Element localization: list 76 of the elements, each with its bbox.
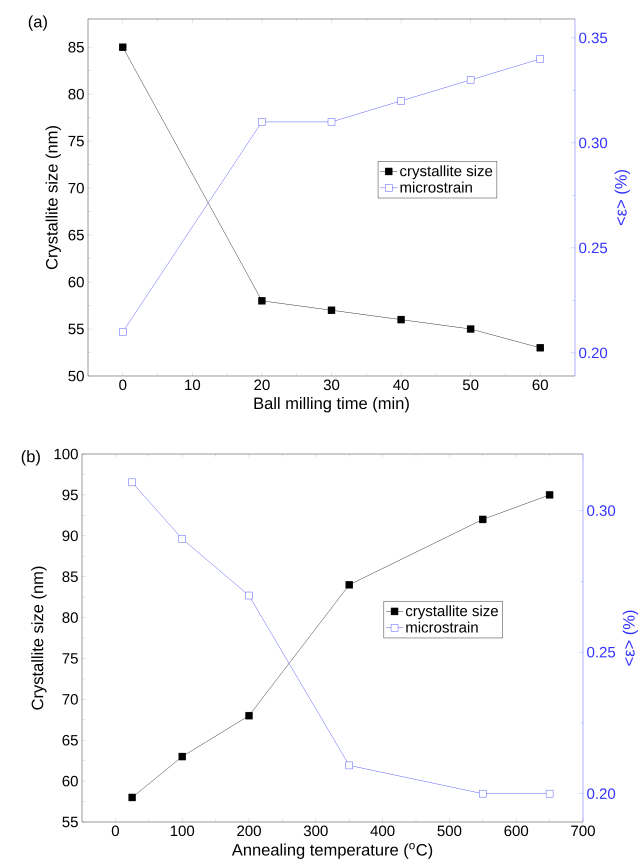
point [178,752,186,760]
text: (b) [22,450,40,466]
point [258,118,266,126]
point [536,344,544,352]
legend-label: microstrain [406,622,478,633]
point [128,478,136,486]
point [178,535,186,543]
y-tick-label: 95 [62,490,78,500]
y-tick-label: 80 [62,612,78,623]
y-tick-label: 90 [62,530,78,542]
x-tick-label: 20 [254,380,270,390]
x-tick-label: 600 [504,826,528,836]
point [397,97,405,105]
point [466,325,474,333]
y2-tick-label: 0.35 [579,32,608,44]
y-tick-label: 55 [68,324,84,334]
legend-label: microstrain [400,182,472,193]
x-tick-label: 40 [393,380,409,390]
y-tick-label: 75 [62,653,78,664]
x-axis-title: Ball milling time (min) [254,397,409,412]
point [328,118,336,126]
y-tick-label: 70 [68,182,84,194]
x-tick-label: 300 [304,826,328,836]
point [397,316,405,324]
y-axis-title: Crystallite size (nm) [46,126,61,270]
point [346,762,353,770]
y-tick-label: 85 [68,42,84,52]
point [546,790,554,798]
point [128,794,136,802]
y-tick-label: 70 [62,694,78,705]
y-tick-label: 100 [54,448,78,460]
x-axis-title: Annealing temperature ($^{o}$C) [232,843,432,859]
point [479,516,487,524]
y2-tick-label: 0.25 [579,242,608,254]
point [245,592,253,600]
y2-tick-label: 0.25 [587,646,616,658]
point [328,306,336,314]
legend-label: crystallite size [400,165,492,180]
y2-axis-title: <ε> (%) [614,170,630,226]
point [119,328,126,336]
text: (a) [28,15,47,31]
y-axis-title: Crystallite size (nm) [31,566,47,710]
y-tick-label: 65 [62,734,78,746]
x-tick-label: 60 [532,380,548,390]
y-tick-label: 50 [68,370,84,382]
y2-tick-label: 0.20 [587,788,616,799]
point [346,581,353,589]
x-tick-label: 200 [237,826,261,836]
x-tick-label: 100 [170,826,194,836]
y2-axis-title: <ε> (%) [622,610,638,666]
y-tick-label: 75 [68,136,84,146]
point [119,43,126,51]
y-tick-label: 80 [68,88,84,100]
x-tick-label: 0 [119,380,126,390]
point [546,491,554,499]
point [479,790,487,798]
point [536,55,544,63]
x-tick-label: 500 [437,826,462,836]
y2-tick-label: 0.30 [579,138,608,148]
x-tick-label: 0 [112,826,119,836]
x-tick-label: 700 [571,826,595,836]
x-tick-label: 30 [324,380,340,390]
point [258,297,266,305]
y-tick-label: 60 [68,276,84,288]
y-tick-label: 60 [62,776,78,786]
y2-tick-label: 0.20 [579,348,608,358]
y-tick-label: 55 [62,816,78,828]
legend-label: crystallite size [406,605,498,620]
y2-tick-label: 0.30 [587,505,616,516]
x-tick-label: 10 [185,380,200,390]
point [466,76,474,84]
point [245,712,253,720]
y-tick-label: 85 [62,571,78,582]
x-tick-label: 400 [370,826,395,836]
y-tick-label: 65 [68,230,84,240]
x-tick-label: 50 [462,380,478,390]
